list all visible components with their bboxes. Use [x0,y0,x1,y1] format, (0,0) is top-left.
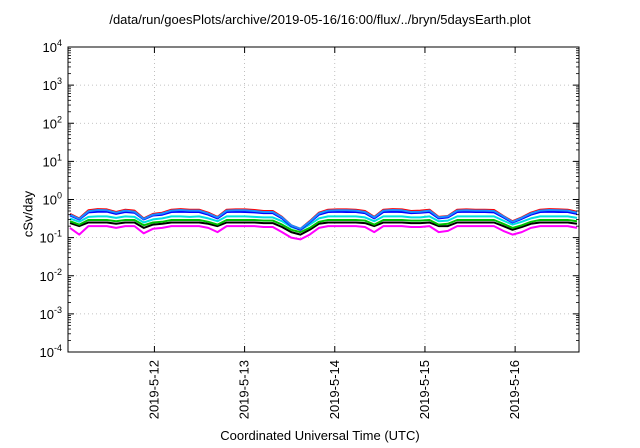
y-tick-label: 10-1 [40,229,62,246]
series-line [69,209,578,230]
y-tick-label: 100 [43,191,62,208]
x-tick-label: 2019-5-15 [417,360,432,419]
y-tick-label: 103 [43,76,62,93]
series-line [69,225,578,241]
chart-title: /data/run/goesPlots/archive/2019-05-16/1… [109,12,531,27]
series-line [69,215,578,231]
x-tick-label: 2019-5-12 [146,360,161,419]
x-tick-label: 2019-5-16 [507,360,522,419]
y-tick-label: 10-3 [40,305,62,322]
y-tick-label: 102 [43,114,62,131]
x-tick-label: 2019-5-13 [237,360,252,419]
x-tick-label: 2019-5-14 [327,360,342,419]
y-axis-label: cSv/day [20,190,36,238]
y-tick-label: 104 [43,38,62,55]
y-tick-label: 10-2 [40,267,62,284]
tick-layer: 10-4 10-3 10-2 10-1 100 101 102 103 104 2019-5-12… [40,38,579,419]
grid-layer [68,47,579,352]
y-tick-label: 101 [43,152,62,169]
x-axis-label: Coordinated Universal Time (UTC) [220,428,420,443]
series-layer [69,208,578,241]
series-line [69,219,578,234]
y-tick-label: 10-4 [40,343,62,360]
series-line [69,221,578,236]
